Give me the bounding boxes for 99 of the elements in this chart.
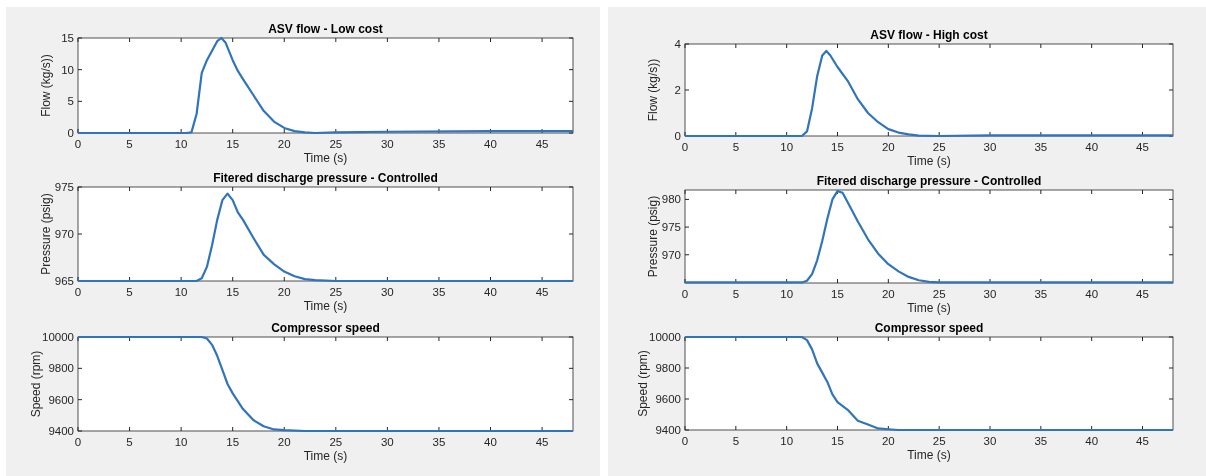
y-tick-label: 970: [661, 248, 681, 261]
y-tick-label: 10: [61, 63, 74, 76]
y-tick-label: 970: [54, 228, 74, 240]
x-tick-label: 15: [831, 435, 844, 447]
y-tick-label: 9600: [48, 393, 74, 406]
x-tick-label: 25: [932, 435, 946, 447]
y-tick-label: 5: [67, 95, 74, 108]
y-tick-label: 10000: [649, 331, 681, 343]
x-tick-label: 20: [277, 138, 291, 150]
x-axis-title: Time (s): [303, 449, 348, 463]
x-axis-title: Time (s): [907, 448, 951, 462]
y-tick-label: 9600: [655, 393, 681, 405]
y-tick-label: 0: [67, 127, 74, 139]
x-tick-label: 35: [432, 436, 446, 448]
y-tick-label: 15: [61, 32, 74, 44]
y-tick-label: 9800: [655, 362, 681, 374]
x-tick-label: 10: [780, 141, 794, 153]
x-tick-label: 25: [932, 141, 946, 153]
line-series: [685, 190, 1173, 284]
x-axis-title: Time (s): [907, 301, 951, 315]
x-tick-label: 15: [226, 286, 240, 298]
y-axis-title: Speed (rpm): [29, 350, 43, 418]
x-axis-title: Time (s): [303, 151, 348, 165]
y-tick-label: 975: [661, 221, 681, 234]
x-tick-label: 30: [380, 138, 394, 150]
x-tick-label: 35: [1034, 435, 1048, 447]
x-tick-label: 20: [881, 435, 895, 447]
x-tick-label: 10: [780, 435, 794, 447]
x-tick-label: 40: [484, 286, 497, 298]
line-series: [685, 49, 1173, 138]
x-tick-label: 5: [126, 286, 133, 298]
x-tick-label: 25: [932, 288, 946, 300]
x-tick-label: 15: [831, 288, 844, 300]
x-tick-label: 15: [226, 138, 240, 150]
y-tick-label: 4: [674, 38, 682, 50]
y-axis-title: Flow (kg/s)): [39, 54, 53, 117]
line-series: [685, 335, 1173, 432]
x-tick-label: 5: [732, 141, 740, 153]
y-axis-title: Pressure (psig): [646, 195, 660, 278]
x-axis-title: Time (s): [303, 299, 348, 313]
x-tick-label: 35: [1034, 141, 1048, 153]
x-tick-label: 5: [126, 138, 133, 150]
y-tick-label: 965: [54, 275, 74, 287]
x-tick-label: 35: [1034, 288, 1048, 300]
x-tick-label: 10: [174, 138, 188, 150]
x-tick-label: 45: [1136, 288, 1149, 300]
x-axis-title: Time (s): [907, 154, 951, 168]
y-axis-title: Speed (rpm): [636, 350, 650, 417]
x-tick-label: 10: [174, 436, 188, 448]
x-tick-label: 10: [174, 286, 188, 298]
y-tick-label: 2: [674, 84, 681, 96]
x-tick-label: 10: [780, 288, 794, 300]
y-tick-label: 9400: [48, 425, 74, 437]
x-tick-label: 45: [1136, 435, 1149, 447]
x-tick-label: 40: [484, 436, 497, 448]
x-tick-label: 20: [881, 288, 895, 300]
x-tick-label: 40: [1085, 288, 1099, 300]
x-tick-label: 25: [329, 436, 343, 448]
x-tick-label: 35: [432, 138, 446, 150]
x-tick-label: 5: [732, 288, 740, 300]
x-tick-label: 40: [1085, 435, 1099, 447]
x-tick-label: 30: [983, 141, 997, 153]
chart-title: Fitered discharge pressure - Controlled: [816, 174, 1042, 188]
y-axis-title: Pressure (psig): [39, 193, 53, 275]
x-tick-label: 35: [432, 286, 446, 298]
line-series: [78, 192, 573, 283]
x-tick-label: 45: [535, 436, 549, 448]
chart-title: Fitered discharge pressure - Controlled: [213, 171, 438, 185]
x-tick-label: 15: [831, 141, 844, 153]
x-tick-label: 30: [380, 436, 394, 448]
y-tick-label: 0: [674, 130, 681, 142]
x-tick-label: 30: [983, 435, 997, 447]
x-tick-label: 25: [329, 138, 343, 150]
y-tick-label: 9400: [655, 424, 681, 436]
x-tick-label: 30: [983, 288, 997, 300]
chart-title: Compressor speed: [874, 321, 984, 335]
x-tick-label: 45: [535, 286, 549, 298]
x-tick-label: 20: [277, 286, 291, 298]
x-tick-label: 30: [380, 286, 394, 298]
x-tick-label: 5: [732, 435, 740, 447]
x-tick-label: 40: [484, 138, 497, 150]
x-tick-label: 40: [1085, 141, 1099, 153]
chart-title: ASV flow - High cost: [870, 28, 988, 42]
chart-title: ASV flow - Low cost: [268, 22, 383, 36]
x-tick-label: 45: [1136, 141, 1149, 153]
line-series: [78, 36, 573, 135]
y-tick-label: 10000: [42, 331, 74, 343]
y-tick-label: 9800: [48, 362, 74, 375]
x-tick-label: 5: [126, 436, 133, 448]
x-tick-label: 15: [226, 436, 240, 448]
y-axis-title: Flow (kg/s)): [646, 58, 660, 122]
y-tick-label: 980: [661, 193, 681, 206]
x-tick-label: 20: [277, 436, 291, 448]
x-tick-label: 25: [329, 286, 343, 298]
x-tick-label: 45: [535, 138, 549, 150]
line-series: [78, 335, 573, 433]
chart-title: Compressor speed: [271, 321, 380, 335]
y-tick-label: 975: [54, 181, 74, 193]
x-tick-label: 20: [881, 141, 895, 153]
